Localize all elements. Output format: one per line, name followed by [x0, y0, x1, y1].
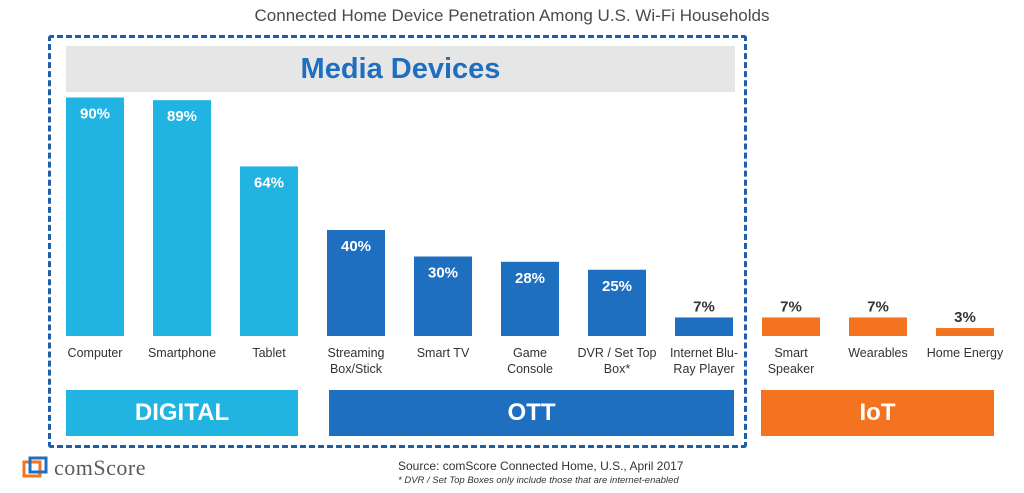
- category-label-6: DVR / Set Top Box*: [578, 346, 657, 376]
- value-label-0: 90%: [80, 106, 110, 123]
- comscore-logo-text: comScore: [54, 455, 146, 480]
- group-band-digital: DIGITAL: [66, 390, 298, 436]
- value-label-9: 7%: [867, 298, 889, 315]
- value-label-10: 3%: [954, 309, 976, 326]
- value-label-8: 7%: [780, 298, 802, 315]
- source-note: Source: comScore Connected Home, U.S., A…: [398, 459, 684, 473]
- category-label-0: Computer: [68, 346, 123, 360]
- category-label-1: Smartphone: [148, 346, 216, 360]
- group-band-iot: IoT: [761, 390, 994, 436]
- bar-1: [153, 100, 211, 337]
- value-label-5: 28%: [515, 270, 545, 287]
- chart-title: Connected Home Device Penetration Among …: [254, 6, 770, 25]
- value-label-1: 89%: [167, 108, 197, 125]
- media-devices-dashed-box: [48, 35, 747, 448]
- category-label-3: Streaming Box/Stick: [328, 346, 385, 376]
- footnote: * DVR / Set Top Boxes only include those…: [398, 475, 679, 486]
- bar-0: [66, 97, 124, 336]
- category-label-5: Game Console: [507, 346, 553, 376]
- category-label-8: Smart Speaker: [768, 346, 815, 376]
- comscore-logo: comScore: [22, 455, 146, 481]
- value-label-7: 7%: [693, 298, 715, 315]
- value-label-6: 25%: [602, 278, 632, 295]
- group-band-ott: OTT: [329, 390, 734, 436]
- bar-3: [327, 230, 385, 336]
- category-label-4: Smart TV: [417, 346, 470, 360]
- value-label-3: 40%: [341, 238, 371, 255]
- bar-9: [849, 317, 907, 336]
- bar-5: [501, 261, 559, 336]
- bar-10: [936, 328, 994, 336]
- bar-8: [762, 317, 820, 336]
- category-label-2: Tablet: [252, 346, 286, 360]
- bar-7: [675, 317, 733, 336]
- category-label-7: Internet Blu-Ray Player: [670, 346, 738, 376]
- category-label-10: Home Energy: [927, 346, 1004, 360]
- value-label-2: 64%: [254, 174, 284, 191]
- comscore-logo-icon: [22, 456, 48, 478]
- media-devices-banner: Media Devices: [66, 46, 735, 92]
- category-label-9: Wearables: [848, 346, 908, 360]
- bar-6: [588, 269, 646, 336]
- bar-2: [240, 166, 298, 336]
- bar-4: [414, 256, 472, 336]
- value-label-4: 30%: [428, 265, 458, 282]
